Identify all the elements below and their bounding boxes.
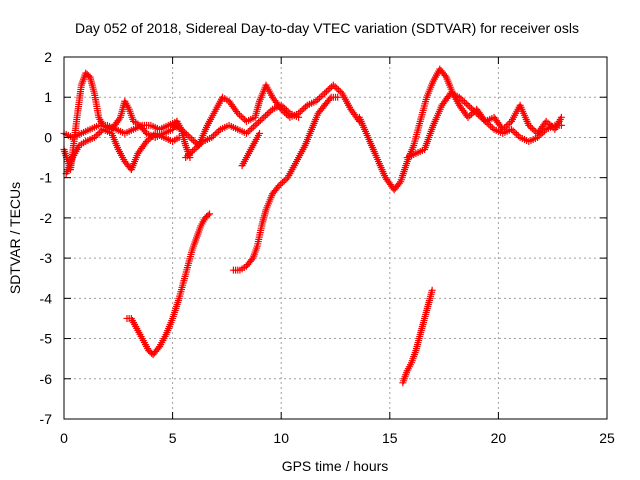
series-arc-1 <box>123 210 214 359</box>
series-track-b <box>62 125 183 178</box>
x-tick-label: 10 <box>273 430 289 446</box>
data-point <box>428 286 436 294</box>
x-tick-label: 20 <box>491 430 507 446</box>
tick-layer: 0 5 10 15 20 25 -7 -6 -5 -4 -3 -2 -1 0 1 2 <box>40 49 615 446</box>
y-tick-label: -3 <box>40 250 53 266</box>
data-layer <box>60 65 565 387</box>
data-point-interp <box>115 115 123 123</box>
y-tick-label: -4 <box>40 290 53 306</box>
data-point <box>255 129 263 137</box>
x-tick-label: 0 <box>60 430 68 446</box>
data-point-interp <box>154 344 162 352</box>
y-tick-label: -7 <box>40 411 53 427</box>
series-arc-2 <box>229 93 342 274</box>
chart-title: Day 052 of 2018, Sidereal Day-to-day VTE… <box>75 20 579 36</box>
series-arc-3 <box>399 286 436 387</box>
data-point <box>173 117 181 125</box>
data-point-interp <box>233 108 241 116</box>
y-axis-label: SDTVAR / TECUs <box>7 182 23 294</box>
y-tick-label: -6 <box>40 371 53 387</box>
x-tick-label: 15 <box>382 430 398 446</box>
x-tick-label: 5 <box>169 430 177 446</box>
data-point-interp <box>274 183 282 191</box>
grid-layer <box>64 57 607 419</box>
data-point <box>295 113 303 121</box>
series-track-e <box>182 101 303 162</box>
y-tick-label: -2 <box>40 210 53 226</box>
data-point-interp <box>326 95 334 103</box>
x-axis-label: GPS time / hours <box>282 458 389 474</box>
data-point <box>175 133 183 141</box>
y-tick-label: 2 <box>44 49 52 65</box>
x-tick-label: 25 <box>599 430 615 446</box>
data-point <box>206 210 214 218</box>
y-tick-label: -1 <box>40 170 53 186</box>
data-point-interp <box>395 179 403 187</box>
data-point-interp <box>141 139 149 147</box>
series-track-c <box>60 117 181 141</box>
series-track-g <box>403 89 565 162</box>
y-tick-label: -5 <box>40 331 53 347</box>
data-point <box>334 93 342 101</box>
plot-frame <box>63 56 608 420</box>
y-tick-label: 0 <box>44 129 52 145</box>
data-point-interp <box>204 211 212 219</box>
data-point <box>557 113 565 121</box>
data-point-interp <box>441 72 449 80</box>
data-point <box>557 121 565 129</box>
series-arc-4 <box>238 129 263 170</box>
y-tick-label: 1 <box>44 89 52 105</box>
data-point-interp <box>248 256 256 264</box>
